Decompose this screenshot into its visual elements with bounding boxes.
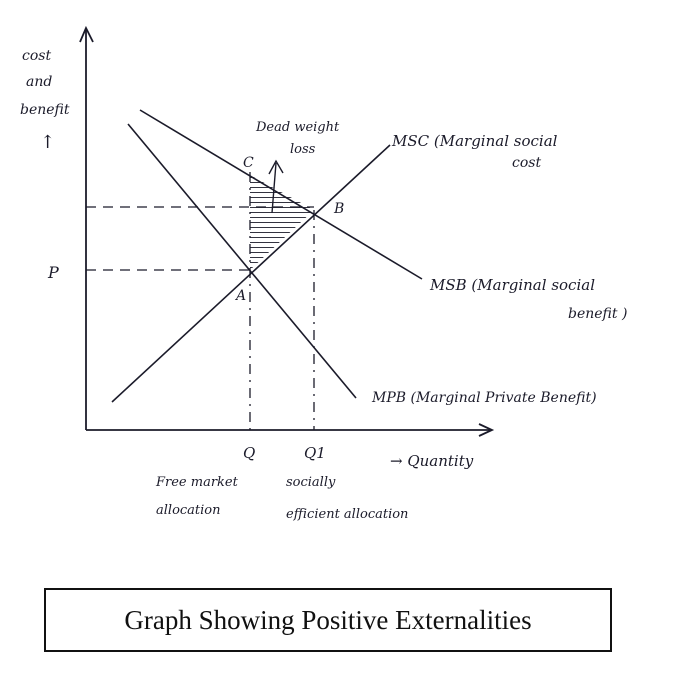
deadweight-loss-arrowhead — [268, 159, 284, 175]
y-axis-label-line-3: benefit — [20, 102, 70, 118]
point-b-label: B — [333, 201, 344, 217]
deadweight-loss-arrow — [271, 162, 277, 214]
msb-label-line-1: MSB (Marginal social — [429, 276, 595, 294]
msb-label-line-2: benefit ) — [568, 306, 627, 322]
point-a-label: A — [234, 288, 246, 304]
deadweight-loss-area — [250, 175, 314, 270]
mpb-label: MPB (Marginal Private Benefit) — [371, 390, 597, 406]
msc-label-line-1: MSC (Marginal social — [391, 132, 558, 150]
x-axis-arrowhead — [478, 423, 495, 437]
deadweight-loss-label-line-2: loss — [290, 142, 316, 157]
caption-text: Graph Showing Positive Externalities — [124, 604, 532, 635]
free-market-label-line-1: Free market — [155, 475, 239, 490]
socially-efficient-label-line-1: socially — [286, 475, 336, 490]
y-axis-label-arrow: ↑ — [40, 132, 55, 153]
x-axis-label: → Quantity — [390, 452, 474, 470]
msc-curve — [111, 144, 391, 403]
y-axis-arrowhead — [79, 25, 94, 43]
y-axis-label-line-1: cost — [22, 48, 51, 64]
msc-label-line-2: cost — [512, 155, 541, 171]
mpb-curve — [127, 123, 357, 399]
deadweight-loss-label-line-1: Dead weight — [255, 120, 340, 135]
y-axis-label-line-2: and — [26, 74, 52, 90]
point-c-label: C — [243, 155, 254, 171]
msb-curve — [139, 109, 423, 280]
caption-box: Graph Showing Positive Externalities — [44, 588, 612, 652]
q-label: Q — [243, 444, 255, 462]
free-market-label-line-2: allocation — [156, 503, 221, 518]
price-label: P — [47, 263, 59, 282]
q1-label: Q1 — [304, 444, 326, 462]
socially-efficient-label-line-2: efficient allocation — [286, 507, 408, 522]
